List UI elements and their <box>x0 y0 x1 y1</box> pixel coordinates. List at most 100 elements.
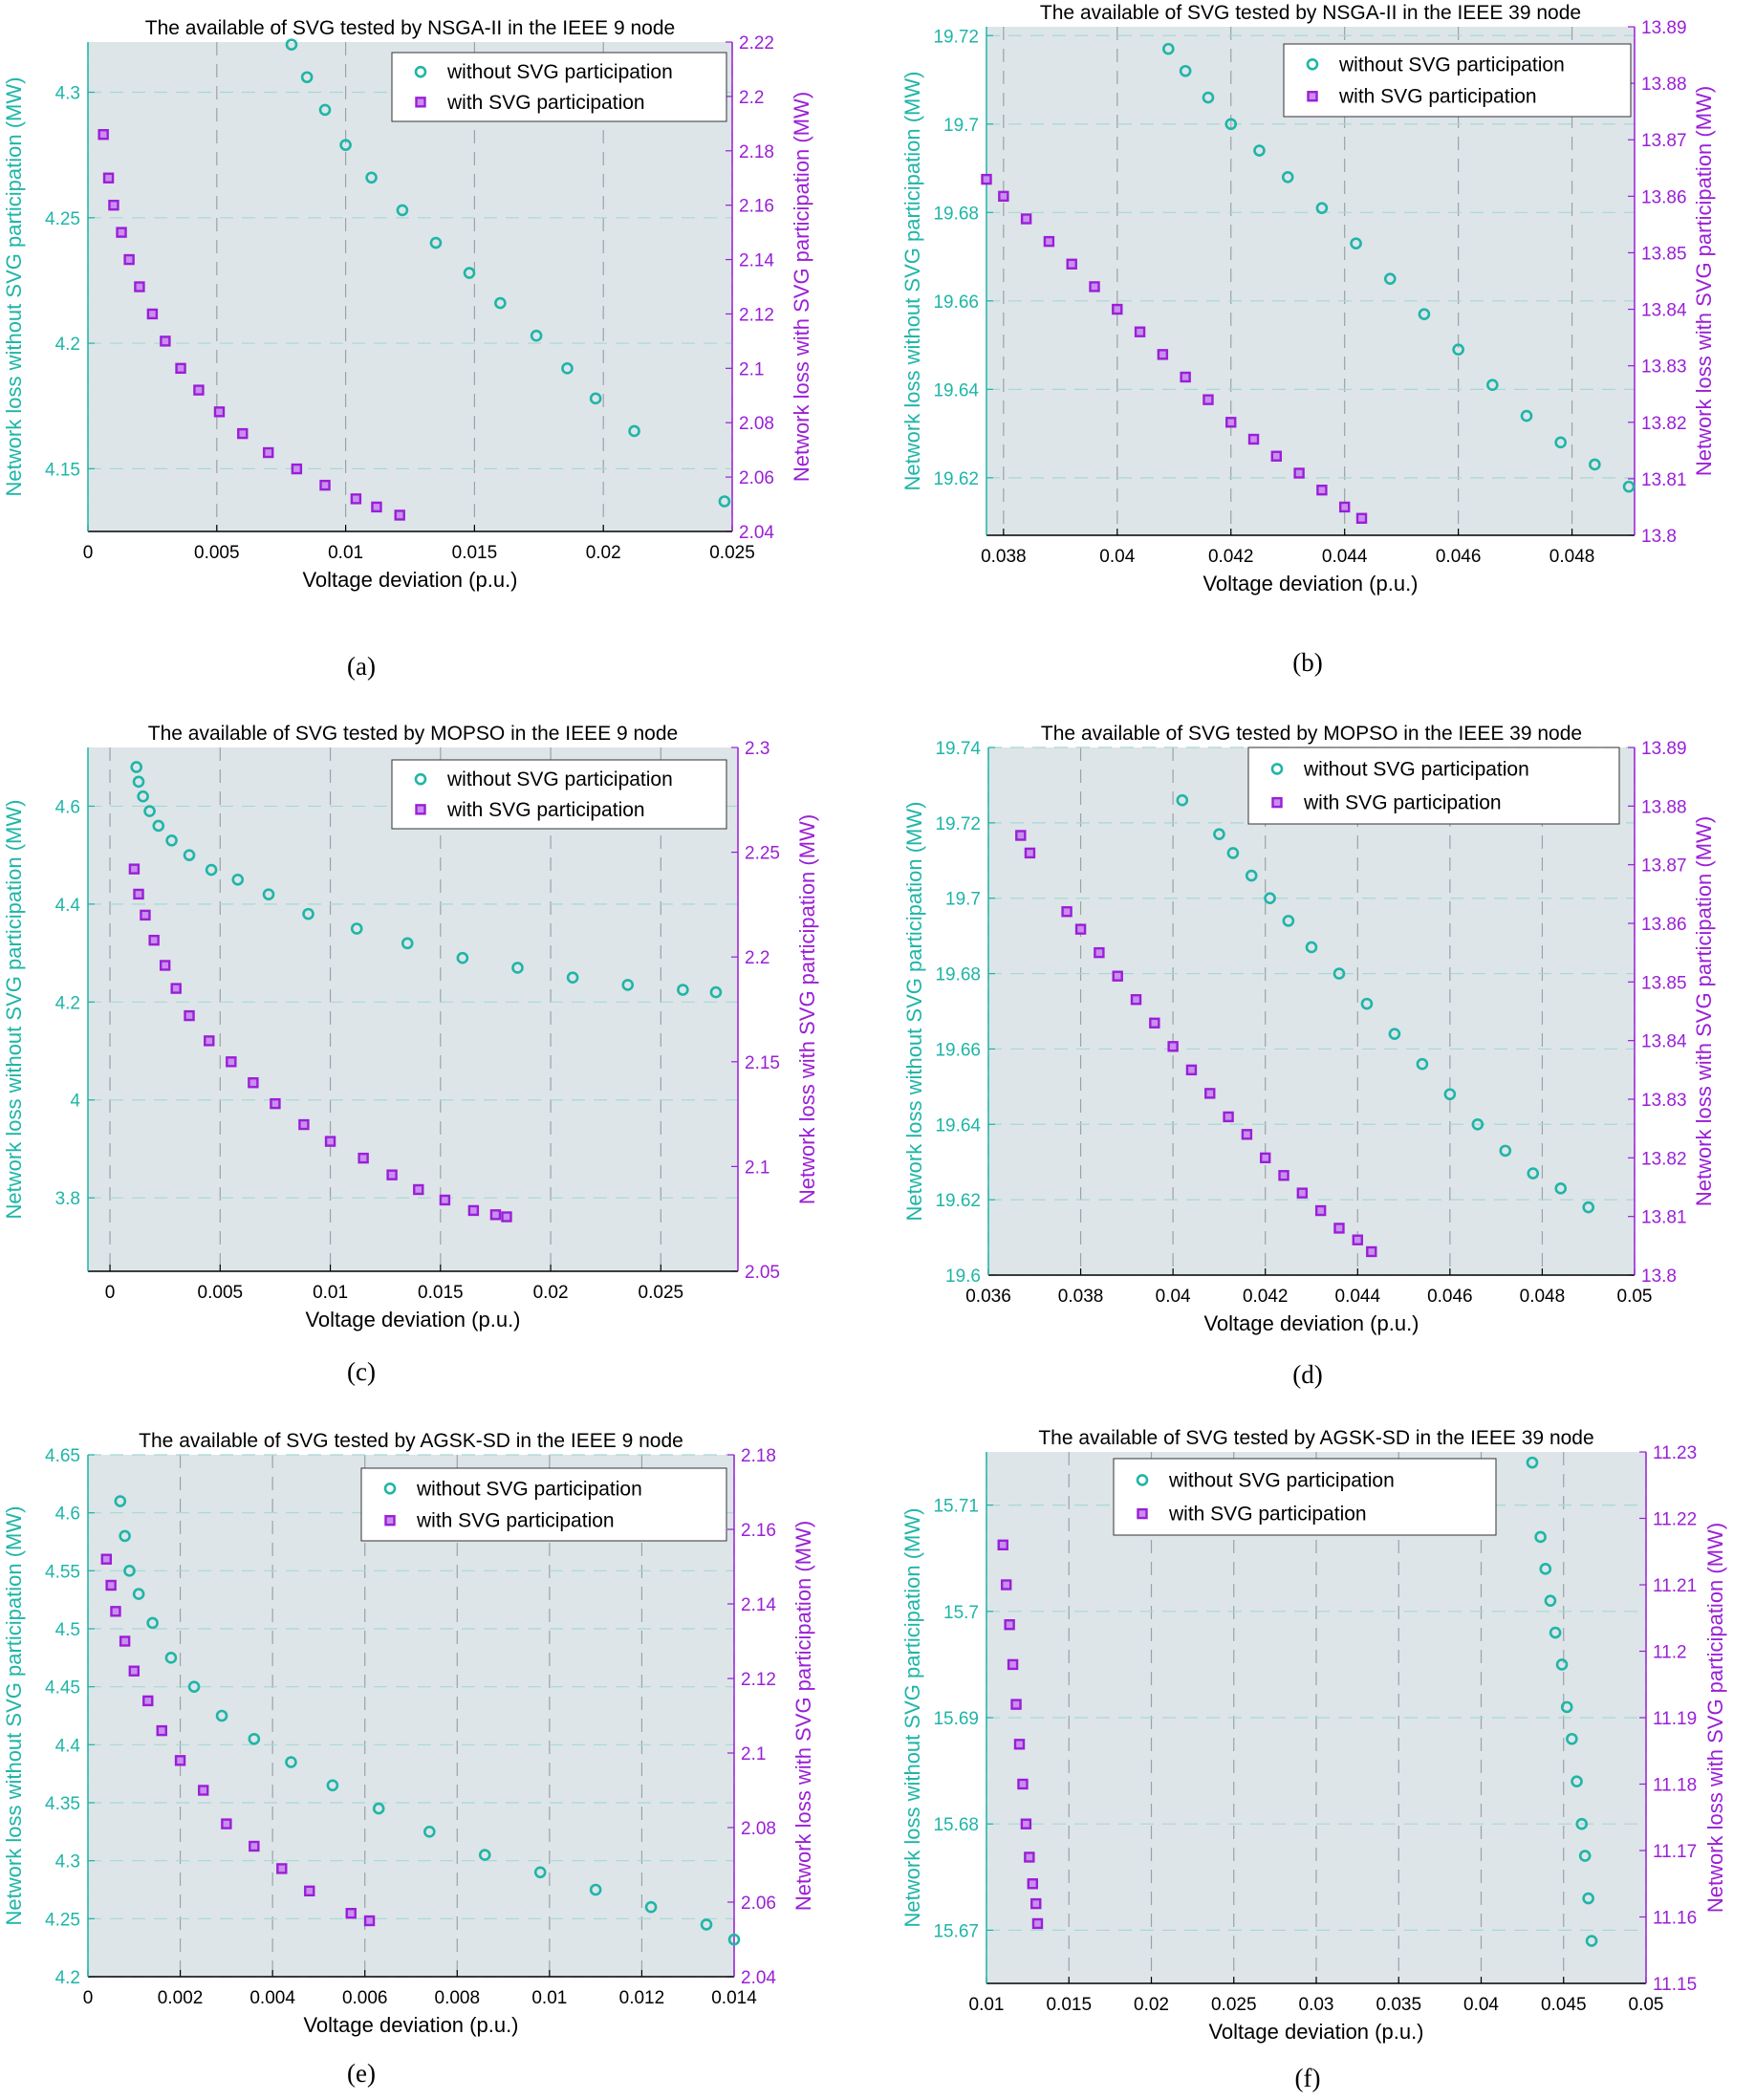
data-point-without-svg <box>494 296 507 310</box>
data-point-without-svg <box>1578 1850 1592 1862</box>
y-left-tick-label: 19.7 <box>945 890 981 910</box>
legend-label-with-svg: with SVG participation <box>1338 86 1537 108</box>
data-point-with-svg <box>1338 501 1351 513</box>
data-point-without-svg <box>119 1529 131 1543</box>
data-point-without-svg <box>463 267 476 279</box>
data-point-without-svg <box>300 71 314 84</box>
chart-title: The available of SVG tested by MOPSO in … <box>1041 723 1582 745</box>
y-right-tick-label: 2.18 <box>741 1446 776 1466</box>
y-right-axis-label: Network loss with SVG participation (MW) <box>790 92 813 482</box>
data-point-without-svg <box>1452 343 1464 357</box>
data-point-with-svg <box>1366 1245 1377 1258</box>
data-point-with-svg <box>270 1097 281 1110</box>
data-point-without-svg <box>1202 91 1215 104</box>
data-point-without-svg <box>1582 1201 1595 1214</box>
data-point-without-svg <box>1486 379 1499 392</box>
data-point-without-svg <box>1179 64 1192 77</box>
y-right-tick-label: 13.8 <box>1641 1266 1677 1287</box>
data-point-without-svg <box>205 863 218 877</box>
x-tick-label: 0.036 <box>965 1287 1011 1307</box>
data-point-without-svg <box>1555 1658 1569 1671</box>
y-left-tick-label: 4.4 <box>55 1736 81 1756</box>
series-with-svg <box>1015 830 1377 1258</box>
x-tick-label: 0.038 <box>1058 1287 1104 1307</box>
legend-box <box>391 759 727 830</box>
data-point-without-svg <box>1226 847 1240 859</box>
y-right-tick-label: 13.8 <box>1641 527 1677 547</box>
x-tick-label: 0.042 <box>1208 547 1254 567</box>
y-left-tick-label: 4.3 <box>55 1852 80 1873</box>
y-left-axis-label: Network loss without SVG participation (… <box>2 1506 26 1926</box>
y-right-tick-label: 2.2 <box>745 948 769 968</box>
data-point-without-svg <box>318 103 332 117</box>
y-right-tick-label: 2.18 <box>739 142 774 162</box>
data-point-with-svg <box>184 1009 195 1022</box>
data-point-without-svg <box>1554 1182 1568 1195</box>
legend-marker-without-svg <box>1306 57 1319 71</box>
series-with-svg <box>100 1553 376 1927</box>
data-point-without-svg <box>143 805 156 817</box>
y-left-tick-label: 15.69 <box>933 1709 979 1729</box>
data-point-without-svg <box>530 329 543 342</box>
y-right-tick-label: 11.2 <box>1653 1643 1687 1663</box>
x-tick-label: 0.025 <box>639 1283 684 1303</box>
legend-marker-with-svg <box>1307 91 1318 102</box>
data-point-with-svg <box>133 888 144 900</box>
legend: without SVG participation with SVG partic… <box>1113 1458 1497 1536</box>
legend-marker-with-svg <box>415 97 426 108</box>
data-point-without-svg <box>1388 1028 1401 1040</box>
legend-marker-with-svg <box>415 804 426 815</box>
data-point-with-svg <box>249 1840 260 1852</box>
y-left-tick-label: 19.64 <box>933 380 979 401</box>
x-tick-label: 0 <box>83 543 94 563</box>
data-point-without-svg <box>1282 915 1295 927</box>
legend-box <box>1283 43 1632 118</box>
data-point-without-svg <box>137 790 149 803</box>
x-tick-label: 0.048 <box>1549 547 1595 567</box>
data-point-without-svg <box>285 1756 297 1768</box>
y-right-tick-label: 13.82 <box>1641 1149 1687 1169</box>
y-left-tick-label: 4.55 <box>45 1562 80 1582</box>
plot-area <box>88 1455 734 1977</box>
series-without-svg <box>1526 1456 1598 1947</box>
legend-marker-without-svg <box>414 772 427 786</box>
plot-area <box>988 747 1635 1275</box>
legend-label-with-svg: with SVG participation <box>446 799 645 821</box>
data-point-with-svg <box>1112 303 1123 315</box>
y-left-tick-label: 15.7 <box>943 1603 979 1623</box>
data-point-with-svg <box>204 1035 215 1047</box>
data-point-with-svg <box>1204 1088 1216 1099</box>
data-point-with-svg <box>981 173 992 185</box>
data-point-with-svg <box>148 934 160 946</box>
x-tick-label: 0.015 <box>418 1283 464 1303</box>
data-point-without-svg <box>1264 892 1276 905</box>
panel-caption: (f) <box>1295 2064 1321 2092</box>
data-point-with-svg <box>371 501 382 513</box>
data-point-with-svg <box>1355 512 1368 524</box>
x-tick-label: 0.046 <box>1427 1287 1473 1307</box>
x-tick-label: 0.046 <box>1436 547 1482 567</box>
data-point-with-svg <box>142 1695 154 1707</box>
data-point-with-svg <box>170 983 182 994</box>
x-axis-label: Voltage deviation (p.u.) <box>1208 2020 1423 2044</box>
legend-marker-with-svg <box>1271 796 1283 809</box>
y-right-tick-label: 2.16 <box>741 1521 776 1541</box>
data-point-with-svg <box>1149 1017 1160 1028</box>
data-point-with-svg <box>489 1209 502 1221</box>
legend-label-with-svg: with SVG participation <box>416 1510 615 1532</box>
y-right-tick-label: 11.21 <box>1653 1576 1697 1596</box>
data-point-without-svg <box>1162 42 1175 55</box>
data-point-without-svg <box>1526 1456 1539 1469</box>
x-tick-label: 0.005 <box>198 1283 244 1303</box>
y-right-tick-label: 11.15 <box>1653 1975 1697 1995</box>
data-point-without-svg <box>1315 202 1329 214</box>
y-left-tick-label: 19.66 <box>933 292 979 313</box>
data-point-with-svg <box>1112 970 1123 982</box>
chart-title: The available of SVG tested by NSGA-II i… <box>145 17 675 39</box>
y-left-tick-label: 4.35 <box>45 1794 80 1814</box>
y-left-tick-label: 4.2 <box>55 335 80 355</box>
y-left-axis-label: Network loss without SVG participation (… <box>900 1508 924 1928</box>
series-with-svg <box>98 129 405 521</box>
data-point-with-svg <box>413 1183 424 1196</box>
data-point-without-svg <box>187 1680 201 1693</box>
